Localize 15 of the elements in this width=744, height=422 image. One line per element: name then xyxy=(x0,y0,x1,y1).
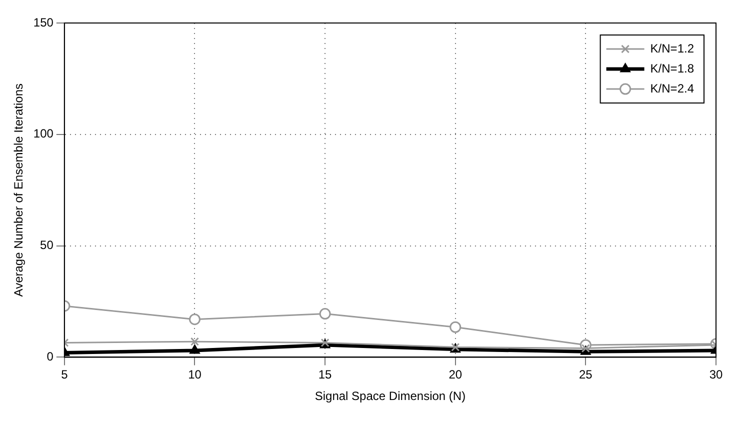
x-tick-label: 20 xyxy=(448,368,462,382)
x-tick-label: 25 xyxy=(579,368,593,382)
x-tick-label: 10 xyxy=(188,368,202,382)
x-tick-label: 5 xyxy=(61,368,68,382)
y-tick-label: 0 xyxy=(46,350,54,364)
y-axis-title: Average Number of Ensemble Iterations xyxy=(12,83,26,297)
y-tick-label: 150 xyxy=(33,15,54,30)
legend-label: K/N=1.8 xyxy=(650,61,694,76)
y-tick-label: 100 xyxy=(33,126,54,141)
y-tick-label: 50 xyxy=(40,238,54,252)
x-tick-label: 30 xyxy=(709,368,723,382)
x-axis-title: Signal Space Dimension (N) xyxy=(314,389,466,404)
legend-label: K/N=1.2 xyxy=(650,41,694,56)
x-tick-label: 15 xyxy=(318,368,332,382)
legend-label: K/N=2.4 xyxy=(650,81,694,96)
